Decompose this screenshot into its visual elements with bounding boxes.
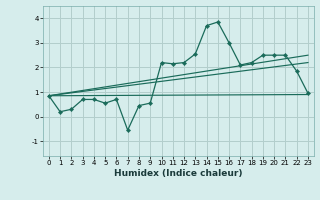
X-axis label: Humidex (Indice chaleur): Humidex (Indice chaleur) (114, 169, 243, 178)
